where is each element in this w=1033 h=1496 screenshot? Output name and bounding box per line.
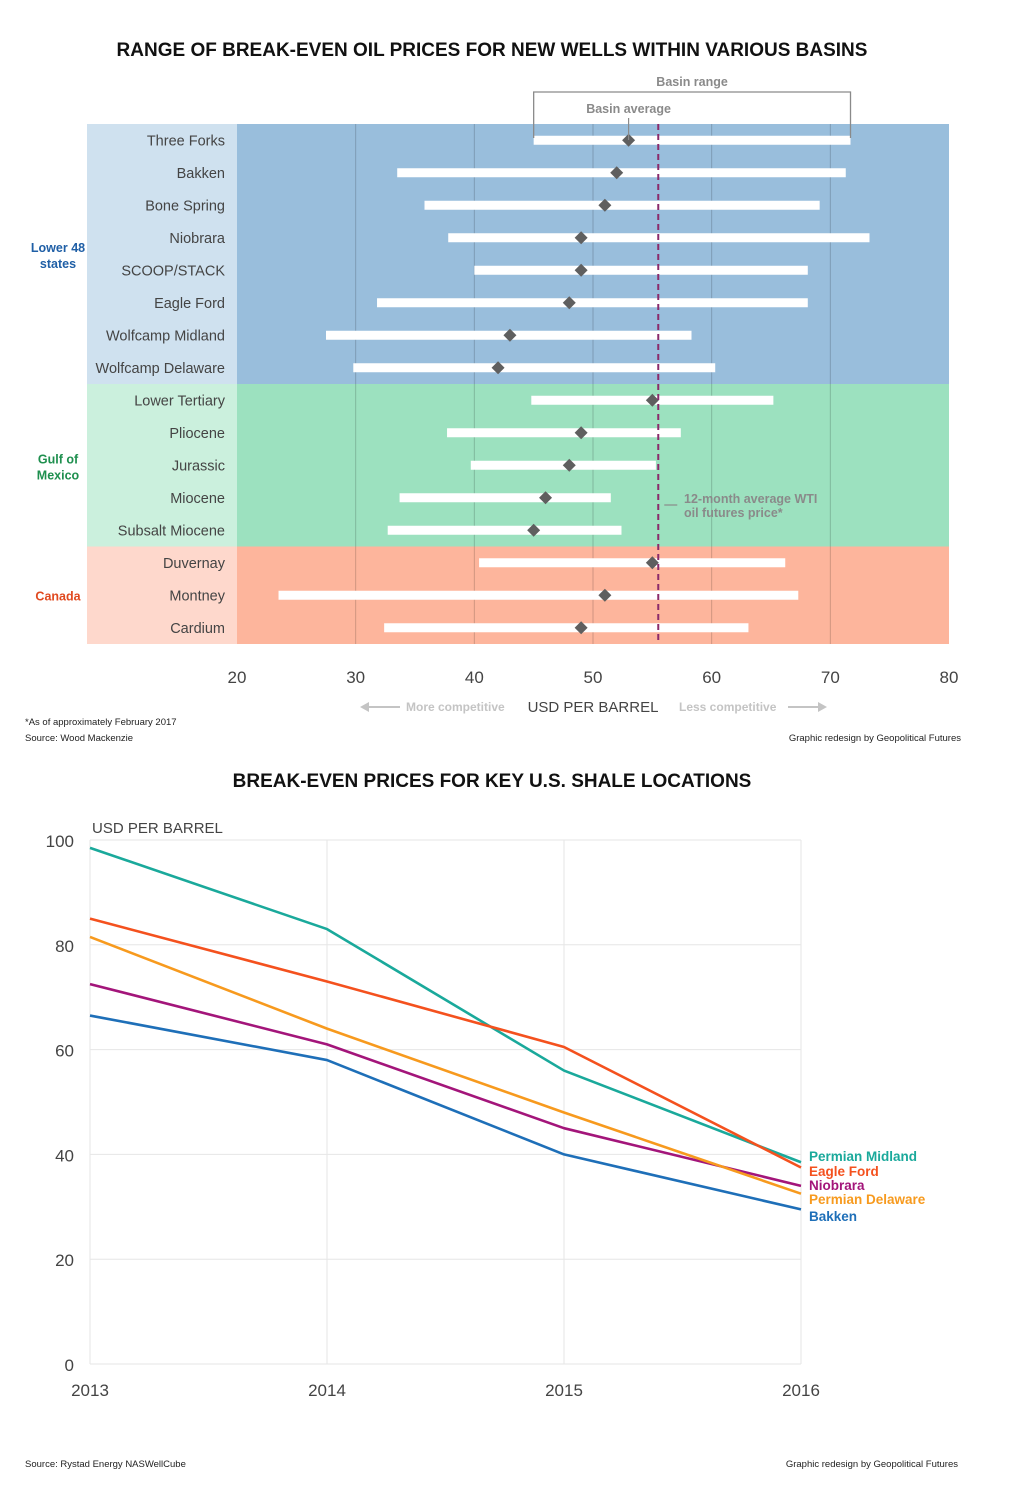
- wti-label: oil futures price*: [684, 506, 783, 520]
- average-marker: [562, 296, 576, 310]
- series-line: [89, 935, 802, 1195]
- y-tick-label: 0: [65, 1356, 74, 1375]
- range-bar: [278, 590, 799, 600]
- chart-title: BREAK-EVEN PRICES FOR KEY U.S. SHALE LOC…: [233, 771, 752, 792]
- x-tick-label: 2015: [545, 1381, 583, 1400]
- average-marker: [574, 426, 588, 440]
- range-bar: [353, 363, 716, 373]
- range-bar: [447, 428, 681, 438]
- y-tick-label: 40: [55, 1146, 74, 1165]
- average-marker: [645, 556, 659, 570]
- x-tick-label: 2016: [782, 1381, 820, 1400]
- average-marker: [503, 328, 517, 342]
- series-label: Eagle Ford: [809, 1164, 879, 1179]
- x-tick-label: 80: [940, 668, 959, 687]
- category-label: Wolfcamp Midland: [106, 328, 225, 344]
- average-marker: [622, 133, 636, 147]
- average-marker: [527, 523, 541, 537]
- average-marker: [539, 491, 553, 505]
- group-label: states: [40, 257, 76, 271]
- group-label: Lower 48: [31, 241, 85, 255]
- category-label: Wolfcamp Delaware: [96, 361, 225, 377]
- series-line: [89, 982, 802, 1188]
- more-competitive-arrowhead: [360, 702, 369, 712]
- group-label: Canada: [35, 589, 81, 603]
- x-tick-label: 50: [584, 668, 603, 687]
- y-tick-label: 80: [55, 937, 74, 956]
- category-label: Bakken: [177, 166, 225, 182]
- x-tick-label: 2014: [308, 1381, 346, 1400]
- average-marker: [645, 393, 659, 407]
- range-bar: [424, 200, 820, 210]
- series-label: Permian Midland: [809, 1149, 917, 1164]
- category-label: Three Forks: [147, 133, 225, 149]
- group-plot-background: [237, 124, 949, 384]
- x-tick-label: 60: [702, 668, 721, 687]
- range-bar: [474, 265, 808, 275]
- y-tick-label: 60: [55, 1042, 74, 1061]
- series-line: [89, 1014, 802, 1211]
- group-label-background: [87, 546, 237, 644]
- y-tick-label: 100: [46, 832, 74, 851]
- category-label: Cardium: [170, 621, 225, 637]
- category-label: Miocene: [170, 491, 225, 507]
- category-label: Subsalt Miocene: [118, 523, 225, 539]
- x-tick-label: 30: [346, 668, 365, 687]
- average-marker: [574, 263, 588, 277]
- wti-label: 12-month average WTI: [684, 492, 817, 506]
- y-tick-label: 20: [55, 1251, 74, 1270]
- group-label-background: [87, 384, 237, 547]
- less-competitive-label: Less competitive: [679, 700, 777, 714]
- average-marker: [574, 231, 588, 245]
- category-label: Niobrara: [169, 231, 226, 247]
- series-label: Bakken: [809, 1209, 857, 1224]
- range-bar: [384, 623, 749, 633]
- x-tick-label: 2013: [71, 1381, 109, 1400]
- group-label: Mexico: [37, 468, 80, 482]
- category-label: Bone Spring: [145, 198, 225, 214]
- average-marker: [562, 458, 576, 472]
- category-label: Pliocene: [169, 426, 225, 442]
- group-label: Gulf of: [38, 452, 79, 466]
- range-bar: [399, 493, 611, 503]
- credit-note: Graphic redesign by Geopolitical Futures: [789, 733, 961, 744]
- average-marker: [610, 166, 624, 180]
- category-label: Jurassic: [172, 458, 225, 474]
- range-bar: [479, 558, 786, 568]
- category-label: SCOOP/STACK: [121, 263, 225, 279]
- y-axis-title: USD PER BARREL: [92, 820, 223, 837]
- basin-range-label: Basin range: [656, 75, 728, 89]
- average-marker: [574, 621, 588, 635]
- series-line: [89, 917, 802, 1169]
- series-line: [89, 846, 802, 1164]
- more-competitive-label: More competitive: [406, 700, 505, 714]
- average-marker: [598, 588, 612, 602]
- basin-average-label: Basin average: [586, 102, 671, 116]
- x-axis-title: USD PER BARREL: [528, 699, 659, 716]
- footnote: *As of approximately February 2017: [25, 717, 177, 728]
- source-note: Source: Rystad Energy NASWellCube: [25, 1459, 186, 1470]
- chart-title: RANGE OF BREAK-EVEN OIL PRICES FOR NEW W…: [117, 40, 868, 61]
- category-label: Eagle Ford: [154, 296, 225, 312]
- group-label-background: [87, 124, 237, 384]
- less-competitive-arrowhead: [818, 702, 827, 712]
- series-label: Niobrara: [809, 1178, 865, 1193]
- range-bar: [377, 298, 808, 308]
- x-tick-label: 20: [228, 668, 247, 687]
- basin-range-bracket: [533, 91, 852, 138]
- range-bar: [533, 135, 851, 145]
- x-tick-label: 70: [821, 668, 840, 687]
- series-label: Permian Delaware: [809, 1192, 926, 1207]
- category-label: Duvernay: [163, 556, 226, 572]
- credit-note: Graphic redesign by Geopolitical Futures: [786, 1459, 958, 1470]
- x-tick-label: 40: [465, 668, 484, 687]
- category-label: Montney: [169, 588, 225, 604]
- average-marker: [491, 361, 505, 375]
- average-marker: [598, 198, 612, 212]
- category-label: Lower Tertiary: [134, 393, 226, 409]
- range-bar: [387, 525, 622, 535]
- source-note: Source: Wood Mackenzie: [25, 733, 133, 744]
